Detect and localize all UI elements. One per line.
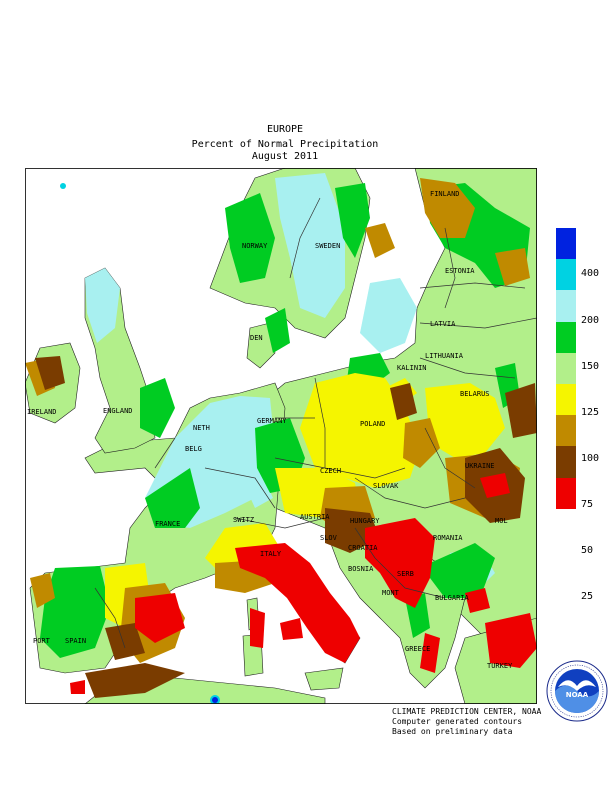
label-slov: SLOV [320, 534, 338, 542]
legend-tick: 100 [581, 453, 600, 464]
label-belarus: BELARUS [460, 390, 490, 398]
label-slovak: SLOVAK [373, 482, 399, 490]
legend-swatch [556, 290, 576, 322]
label-ireland: IRELAND [27, 408, 57, 416]
legend-tick: 25 [581, 591, 594, 602]
label-latvia: LATVIA [430, 320, 456, 328]
label-hungary: HUNGARY [350, 517, 380, 525]
map-frame [25, 168, 537, 704]
logo-text: NOAA [566, 691, 589, 699]
label-bosnia: BOSNIA [348, 565, 374, 573]
map-subtitle: Percent of Normal Precipitation [191, 139, 379, 150]
credit-line: Computer generated contours [392, 717, 523, 726]
label-norway: NORWAY [242, 242, 268, 250]
label-sweden: SWEDEN [315, 242, 340, 250]
legend-swatch [556, 352, 576, 384]
label-lithuania: LITHUANIA [425, 352, 464, 360]
label-germany: GERMANY [257, 417, 287, 425]
legend-swatch [556, 477, 576, 509]
label-kalinin: KALININ [397, 364, 427, 372]
legend-swatch [556, 259, 576, 291]
legend-swatch [556, 415, 576, 447]
label-den: DEN [250, 334, 263, 342]
seagull-icon [558, 680, 596, 691]
label-france: FRANCE [155, 520, 180, 528]
label-estonia: ESTONIA [445, 267, 475, 275]
legend-swatch [556, 321, 576, 353]
color-legend [556, 228, 576, 509]
label-mont: MONT [382, 589, 400, 597]
legend-tick: 400 [581, 268, 600, 279]
label-england: ENGLAND [103, 407, 133, 415]
label-poland: POLAND [360, 420, 385, 428]
label-mol: MOL [495, 517, 508, 525]
legend-swatch [556, 228, 576, 260]
label-port: PORT [33, 637, 51, 645]
map-period: August 2011 [251, 151, 319, 162]
legend-swatch [556, 446, 576, 478]
label-finland: FINLAND [430, 190, 460, 198]
sicily-land [304, 667, 344, 691]
extremely-wet-spots [60, 183, 220, 704]
credit-line: Based on preliminary data [392, 727, 513, 736]
label-romania: ROMANIA [433, 534, 463, 542]
label-belg: BELG [185, 445, 202, 453]
label-neth: NETH [193, 424, 210, 432]
noaa-logo: NOAA [546, 660, 608, 722]
very-dry-areas [35, 356, 537, 698]
legend-tick: 50 [581, 545, 594, 556]
precipitation-map: FINLAND NORWAY SWEDEN ESTONIA LATVIA LIT… [25, 168, 537, 704]
legend-tick: 75 [581, 499, 594, 510]
country-labels: FINLAND NORWAY SWEDEN ESTONIA LATVIA LIT… [27, 190, 513, 670]
label-turkey: TURKEY [487, 662, 513, 670]
label-spain: SPAIN [65, 637, 86, 645]
label-ukraine: UKRAINE [465, 462, 495, 470]
label-serb: SERB [397, 570, 414, 578]
label-austria: AUSTRIA [300, 513, 330, 521]
map-title: EUROPE [266, 124, 304, 135]
label-switz: SWITZ [233, 516, 254, 524]
legend-tick: 150 [581, 361, 600, 372]
label-croatia: CROATIA [348, 544, 378, 552]
label-italy: ITALY [260, 550, 282, 558]
credit-line: CLIMATE PREDICTION CENTER, NOAA [392, 707, 542, 716]
extremely-dry-areas [70, 473, 537, 694]
label-bulgaria: BULGARIA [435, 594, 470, 602]
label-czech: CZECH [320, 467, 341, 475]
legend-tick: 200 [581, 315, 600, 326]
legend-tick: 125 [581, 407, 600, 418]
label-greece: GREECE [405, 645, 430, 653]
country-borders [94, 197, 537, 649]
legend-swatch [556, 384, 576, 416]
